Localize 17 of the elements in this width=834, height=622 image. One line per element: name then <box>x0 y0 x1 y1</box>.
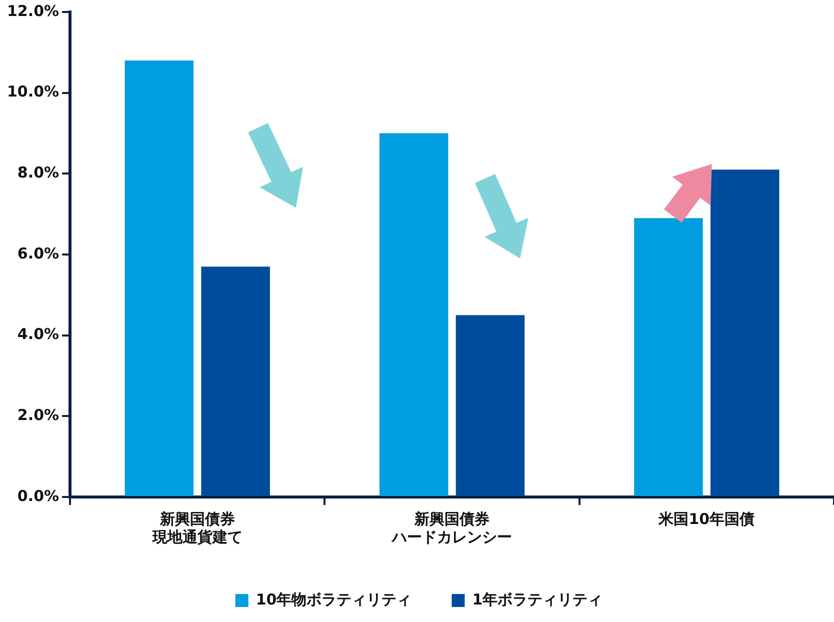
y-tick-label: 0.0% <box>17 486 60 505</box>
y-tick-label: 2.0% <box>17 406 60 424</box>
legend-label: 10年物ボラティリティ <box>256 590 412 608</box>
x-tick-label: 新興国債券現地通貨建て <box>151 510 242 546</box>
bar <box>379 133 448 496</box>
x-tick-label: 米国10年国債 <box>658 510 755 528</box>
bar <box>124 60 194 496</box>
bar <box>710 170 780 496</box>
y-tick-label: 10.0% <box>6 82 60 101</box>
bar <box>201 266 270 496</box>
y-tick-label: 8.0% <box>17 164 60 182</box>
legend-label: 1年ボラティリティ <box>472 590 603 608</box>
x-tick-label: 新興国債券ハードカレンシー <box>391 510 512 546</box>
y-tick-label: 6.0% <box>17 244 60 262</box>
bar <box>456 315 525 496</box>
y-tick-label: 4.0% <box>17 325 60 344</box>
y-tick-label: 12.0% <box>6 2 60 20</box>
